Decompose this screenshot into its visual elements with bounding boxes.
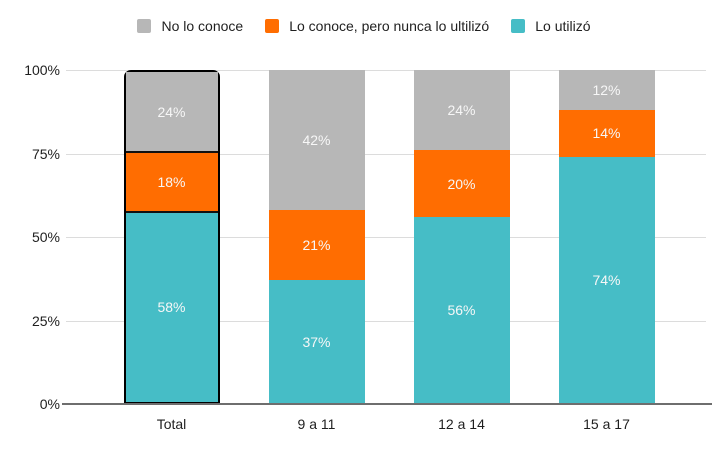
y-axis-tick-75%: 75% (31, 146, 60, 162)
legend-swatch-icon (137, 19, 152, 33)
legend-swatch-icon (511, 19, 526, 33)
bar-segment[interactable]: 37% (268, 280, 365, 404)
legend-item-1[interactable]: Lo conoce, pero nunca lo ultilizó (265, 18, 489, 34)
bar-segment-value: 14% (592, 125, 621, 142)
x-axis-tick-total: Total (156, 416, 187, 432)
bar-segment[interactable]: 18% (125, 151, 218, 211)
bar-segment-value: 37% (302, 334, 331, 351)
bar-segment-value: 20% (447, 175, 476, 192)
bar-segment[interactable]: 56% (413, 216, 510, 404)
bar-segment-value: 42% (302, 132, 331, 149)
legend-label: Lo utilizó (535, 18, 591, 34)
x-axis-tick-12-a-14: 12 a 14 (438, 416, 485, 432)
bar-segment[interactable]: 24% (413, 70, 510, 151)
gridline-50% (66, 237, 706, 238)
bar-segment-value: 24% (447, 102, 476, 119)
gridline-100% (66, 70, 706, 71)
bar-segment[interactable]: 21% (268, 210, 365, 281)
bar-segment[interactable]: 74% (558, 156, 655, 404)
bar-segment[interactable]: 42% (268, 70, 365, 211)
y-axis-tick-0%: 0% (39, 396, 60, 412)
gridline-25% (66, 321, 706, 322)
bar-15-a-17: 12% 14% 74% (558, 70, 655, 404)
bar-segment-value: 18% (157, 173, 186, 190)
legend-label: Lo conoce, pero nunca lo ultilizó (289, 18, 490, 34)
bar-segment[interactable]: 24% (125, 72, 218, 152)
bar-segment-value: 24% (157, 103, 186, 120)
bar-segment-value: 12% (592, 82, 621, 99)
bar-9-a-11: 42% 21% 37% (268, 70, 365, 404)
bar-segment-value: 74% (592, 272, 621, 289)
legend-label: No lo conoce (161, 18, 244, 34)
bar-segment-value: 56% (447, 302, 476, 319)
y-axis-tick-25%: 25% (31, 313, 60, 329)
x-axis-tick-9-a-11: 9 a 11 (297, 416, 336, 432)
legend-item-0[interactable]: No lo conoce (137, 18, 243, 34)
bar-12-a-14: 24% 20% 56% (413, 70, 510, 404)
y-axis-tick-100%: 100% (24, 62, 60, 78)
gridline-75% (66, 154, 706, 155)
x-axis-line (62, 403, 712, 405)
bar-segment-value: 21% (302, 237, 331, 254)
chart-legend: No lo conoce Lo conoce, pero nunca lo ult… (0, 12, 728, 40)
legend-item-2[interactable]: Lo utilizó (511, 18, 591, 34)
bar-segment[interactable]: 14% (558, 110, 655, 157)
legend-swatch-icon (265, 19, 280, 33)
bar-segment-value: 58% (157, 299, 186, 316)
y-axis-tick-50%: 50% (31, 229, 60, 245)
x-axis-tick-15-a-17: 15 a 17 (583, 416, 630, 432)
bar-segment[interactable]: 20% (413, 150, 510, 217)
bar-segment[interactable]: 58% (125, 210, 218, 402)
bar-segment[interactable]: 12% (558, 70, 655, 111)
bar-total: 24% 18% 58% (123, 70, 220, 404)
